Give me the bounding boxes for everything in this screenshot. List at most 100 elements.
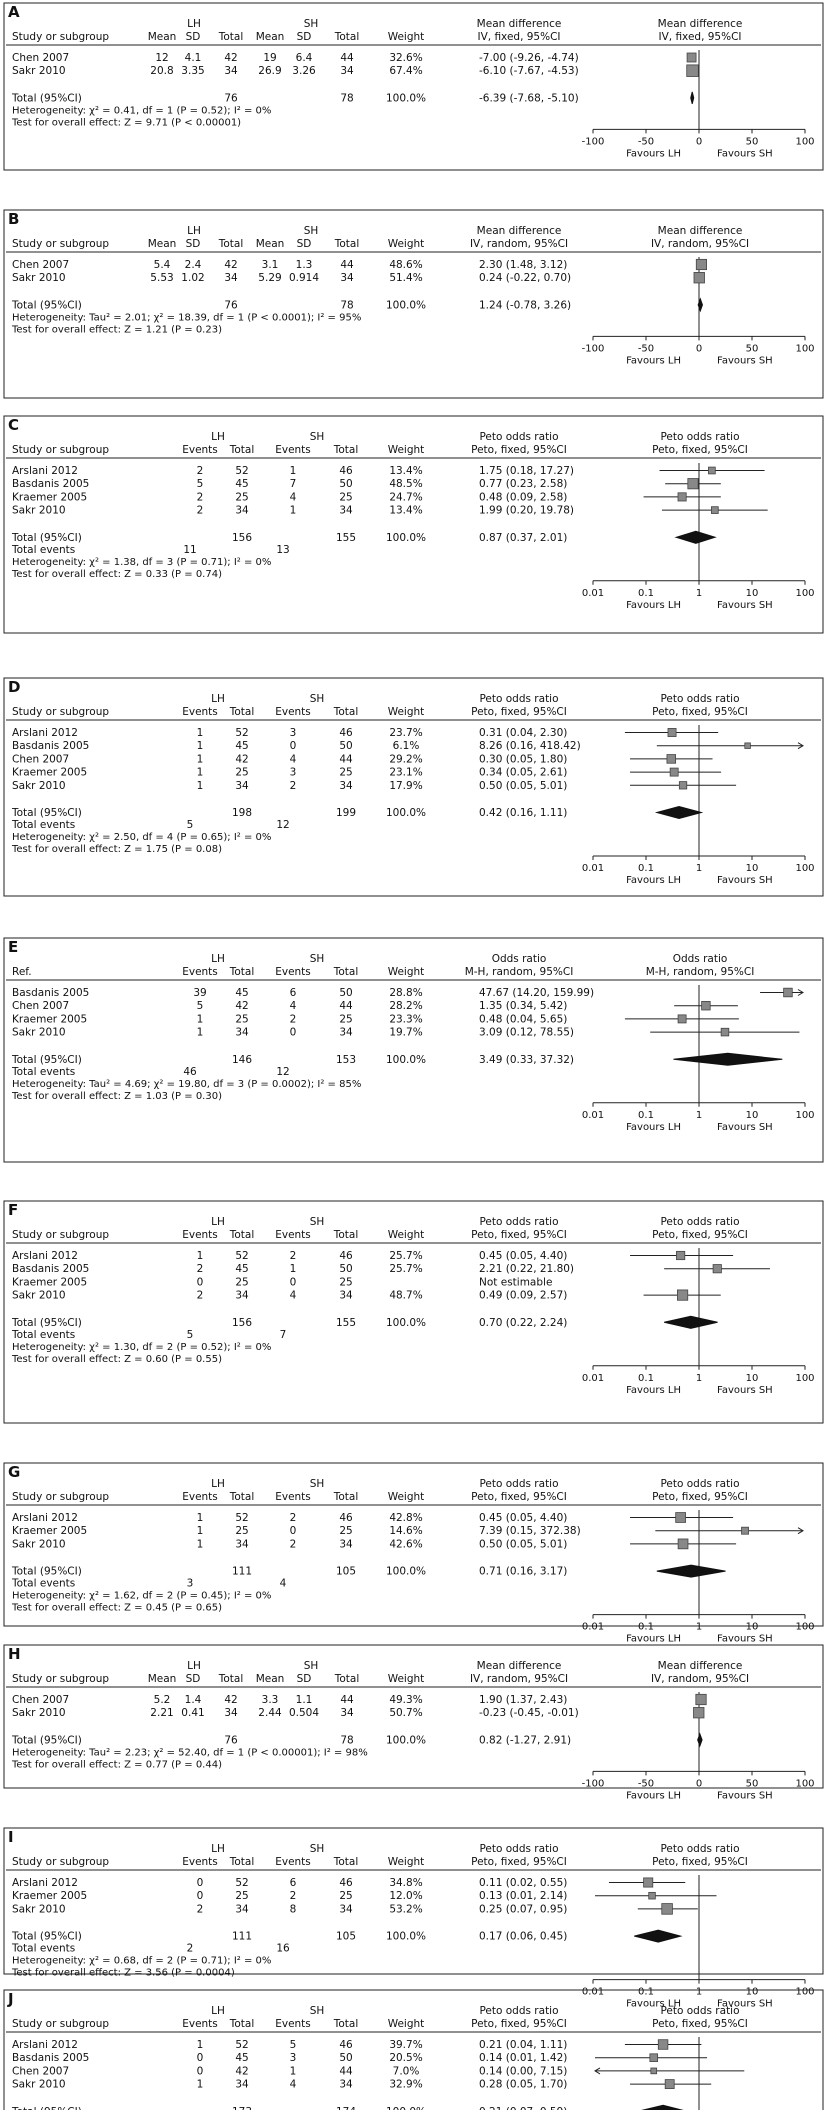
weight-header: Weight (388, 1229, 425, 1241)
total-label: Total (95%CI) (11, 1734, 82, 1746)
study-cell: 4 (290, 491, 297, 503)
axis-tick-label: 0.01 (582, 1622, 604, 1633)
panel-letter: C (8, 416, 19, 434)
axis-tick-label: 10 (746, 1373, 759, 1384)
study-cell: 25 (235, 1890, 248, 1902)
total-row: Total (95%CI) 76 78 100.0% 0.82 (-1.27, 2.91… (11, 1734, 571, 1746)
study-cell: 25 (339, 1525, 352, 1537)
panel-letter: F (8, 1201, 18, 1219)
study-row: Chen 2007 5 42 4 44 28.2% 1.35 (0.34, 5.42) (12, 1000, 567, 1012)
study-cell: 42 (224, 1694, 237, 1706)
study-weight: 23.7% (389, 727, 422, 739)
favours-left-label: Favours LH (626, 1385, 681, 1396)
study-name: Chen 2007 (12, 52, 69, 64)
study-cell: 42 (235, 2065, 248, 2077)
total-label: Total (95%CI) (11, 1054, 82, 1066)
study-effect: -6.10 (-7.67, -4.53) (479, 65, 579, 77)
axis-tick-label: 0.1 (638, 588, 654, 599)
study-cell: 2.44 (258, 1707, 282, 1719)
forest-plot-area: 0.01 0.1 1 10 100 Favours LH Favours SH (582, 463, 815, 611)
study-cell: 1 (197, 1250, 204, 1262)
study-cell: 2 (197, 1290, 204, 1302)
group-left-label: LH (187, 18, 201, 30)
total-effect: 3.49 (0.33, 37.32) (479, 1054, 574, 1066)
study-cell: 25 (235, 1013, 248, 1025)
study-cell: 50 (339, 987, 352, 999)
plot-header: Peto odds ratio (660, 1216, 739, 1228)
column-header: Events (182, 444, 218, 456)
column-header: SD (186, 238, 201, 250)
heterogeneity-text: Heterogeneity: χ² = 1.38, df = 3 (P = 0.… (12, 557, 271, 568)
total-weight: 100.0% (386, 1566, 426, 1578)
study-row: Basdanis 2005 5 45 7 50 48.5% 0.77 (0.23, 2.58… (12, 478, 567, 490)
pooled-estimate-diamond (690, 91, 695, 105)
study-row: Sakr 2010 5.53 1.02 34 5.29 0.914 34 51.4% 0.24 … (12, 272, 571, 284)
study-effect: 2.30 (1.48, 3.12) (479, 259, 567, 271)
study-weight: 49.3% (389, 1694, 422, 1706)
point-estimate-square (657, 2039, 669, 2050)
axis-tick-label: -100 (582, 136, 605, 147)
study-weight: 67.4% (389, 65, 422, 77)
panel-frame (3, 677, 824, 897)
study-cell: 2 (290, 1512, 297, 1524)
pooled-estimate-diamond (697, 1732, 703, 1748)
axis-tick-label: -50 (638, 136, 654, 147)
total-events-label: Total events (11, 819, 75, 831)
study-cell: 52 (235, 2039, 248, 2051)
study-effect: 0.50 (0.05, 5.01) (479, 1538, 567, 1550)
column-header: Mean (148, 1673, 177, 1685)
study-cell: 45 (235, 2052, 248, 2064)
study-cell: 2.4 (185, 259, 202, 271)
study-cell: 1.1 (296, 1694, 313, 1706)
column-header: Events (182, 1491, 218, 1503)
study-effect: Not estimable (479, 1276, 552, 1288)
study-row: Sakr 2010 1 34 2 34 42.6% 0.50 (0.05, 5.01) (12, 1538, 567, 1550)
study-name: Sakr 2010 (12, 1027, 66, 1039)
study-cell: 42 (224, 259, 237, 271)
point-estimate-square (677, 492, 687, 502)
study-cell: 2 (197, 1903, 204, 1915)
panel-letter: H (8, 1645, 21, 1663)
group-left-label: LH (187, 225, 201, 237)
study-weight: 34.8% (389, 1877, 422, 1889)
study-weight: 6.1% (393, 740, 420, 752)
total-events-label: Total events (11, 1066, 75, 1078)
study-name: Sakr 2010 (12, 272, 66, 284)
study-effect: 0.14 (0.01, 1.42) (479, 2052, 567, 2064)
point-estimate-square (687, 478, 699, 490)
axis-tick-label: 100 (795, 1622, 814, 1633)
favours-right-label: Favours SH (717, 1385, 773, 1396)
study-name: Sakr 2010 (12, 65, 66, 77)
plot-header: Peto odds ratio (660, 431, 739, 443)
study-row: Sakr 2010 2 34 8 34 53.2% 0.25 (0.07, 0.95) (12, 1903, 567, 1915)
point-estimate-square (676, 1250, 686, 1261)
study-cell: 1 (197, 2039, 204, 2051)
point-estimate-square (678, 781, 688, 790)
study-effect: 1.35 (0.34, 5.42) (479, 1000, 567, 1012)
total-n-right: 78 (340, 299, 353, 311)
study-cell: 3 (290, 727, 297, 739)
panel-frame (3, 209, 824, 399)
study-cell: 5.2 (154, 1694, 171, 1706)
study-weight: 48.6% (389, 259, 422, 271)
study-weight: 48.7% (389, 1290, 422, 1302)
weight-header: Weight (388, 966, 425, 978)
axis-tick-label: 1 (696, 1373, 702, 1384)
total-events-right: 4 (280, 1578, 287, 1590)
column-header: Total (218, 1673, 244, 1685)
total-n-left: 146 (232, 1054, 252, 1066)
study-weight: 42.6% (389, 1538, 422, 1550)
study-cell: 1 (197, 753, 204, 765)
total-label: Total (95%CI) (11, 1317, 82, 1329)
total-effect: 0.71 (0.16, 3.17) (479, 1566, 567, 1578)
study-cell: 50 (339, 740, 352, 752)
study-weight: 17.9% (389, 780, 422, 792)
column-header: Events (275, 1856, 311, 1868)
column-header: Total (229, 1229, 255, 1241)
study-row: Basdanis 2005 2 45 1 50 25.7% 2.21 (0.22, 21.8… (12, 1263, 574, 1275)
weight-header: Weight (388, 31, 425, 43)
study-column-header: Study or subgroup (12, 1856, 109, 1868)
